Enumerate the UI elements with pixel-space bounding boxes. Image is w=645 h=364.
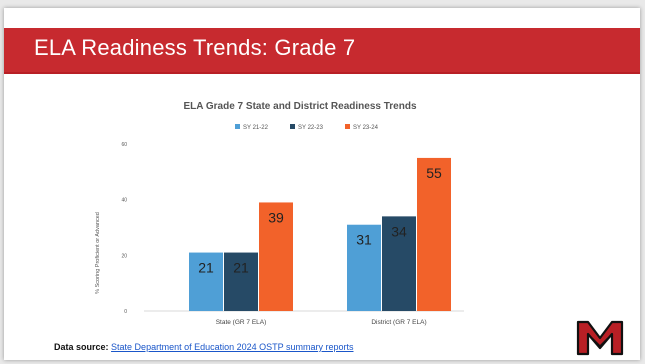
y-tick-label: 20 [121,253,127,259]
school-logo-icon [576,319,624,356]
legend-swatch [235,124,240,129]
slide: ELA Readiness Trends: Grade 7 ELA Grade … [4,8,640,360]
y-tick-label: 40 [121,198,127,204]
slide-title: ELA Readiness Trends: Grade 7 [34,35,356,60]
bar-value-label: 21 [233,260,249,276]
category-label: District (GR 7 ELA) [371,319,426,326]
bar-value-label: 21 [198,260,214,276]
bar-value-label: 31 [356,232,372,248]
bar-value-label: 55 [426,165,442,181]
bar [224,252,258,311]
category-labels: State (GR 7 ELA) District (GR 7 ELA) [216,319,427,326]
bar-value-label: 34 [391,223,407,239]
legend-label: SY 23-24 [353,125,379,131]
y-tick-label: 60 [121,142,127,148]
chart: ELA Grade 7 State and District Readiness… [95,101,464,326]
bar [347,224,381,311]
bar [382,216,416,311]
bar-value-label: 39 [268,209,284,225]
bar [189,252,223,311]
bars: 21 21 39 31 34 55 [189,157,451,311]
y-tick-label: 0 [124,309,127,315]
source-prefix: Data source: [54,342,109,352]
source-link[interactable]: State Department of Education 2024 OSTP … [111,342,354,352]
title-banner: ELA Readiness Trends: Grade 7 [4,28,640,74]
bar [417,157,451,311]
legend-label: SY 22-23 [298,125,324,131]
chart-title: ELA Grade 7 State and District Readiness… [183,101,416,112]
y-axis-label: % Scoring Proficient or Advanced [95,212,101,294]
legend-label: SY 21-22 [243,125,269,131]
legend-swatch [345,124,350,129]
legend-swatch [290,124,295,129]
category-label: State (GR 7 ELA) [216,319,267,326]
chart-legend: SY 21-22 SY 22-23 SY 23-24 [235,124,379,131]
y-axis-ticks: 0 20 40 60 [121,142,127,315]
bar [259,202,293,311]
data-source: Data source: State Department of Educati… [54,342,354,352]
